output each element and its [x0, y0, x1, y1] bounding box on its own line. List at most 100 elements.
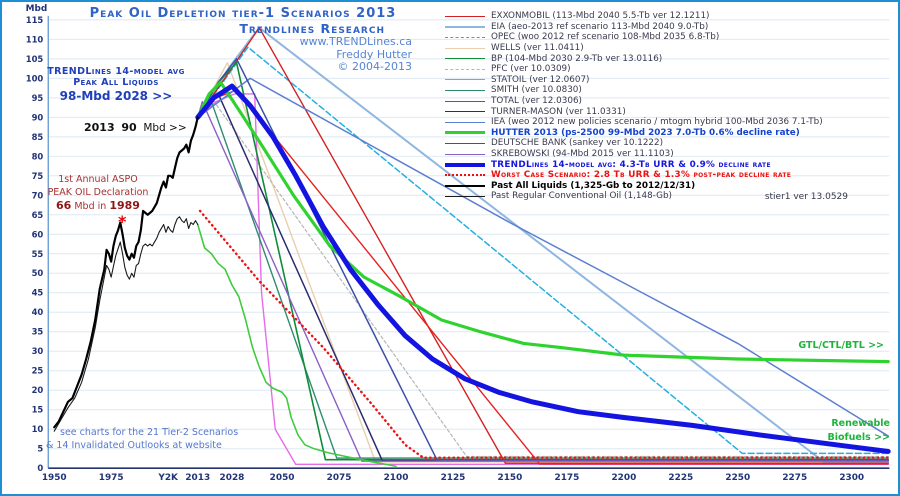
x-tick-label: 2050 — [270, 473, 295, 483]
legend-swatch-line — [445, 68, 485, 70]
y-tick-label: 10 — [32, 424, 44, 434]
legend-swatch-line — [445, 36, 485, 38]
legend-label: TOTAL (ver 12.0306) — [491, 96, 582, 107]
y-tick-label: 65 — [32, 210, 44, 220]
y-tick-label: 0 — [37, 463, 43, 473]
legend-label: PFC (ver 10.0309) — [491, 64, 571, 75]
y-tick-label: 80 — [32, 151, 44, 161]
y-tick-label: 35 — [32, 327, 44, 337]
legend-item-turner-mason: TURNER-MASON (ver 11.0331) — [445, 106, 823, 117]
y-tick-label: 60 — [32, 229, 44, 239]
legend-swatch-line — [445, 15, 485, 17]
legend-swatch-line — [445, 79, 485, 81]
x-tick-label: 2200 — [611, 473, 636, 483]
y-tick-label: 5 — [37, 444, 43, 454]
legend-swatch-line — [445, 195, 485, 197]
legend-label: HUTTER 2013 (ps-2500 99-Mbd 2023 7.0-Tb … — [491, 127, 800, 138]
series-worst-case-scenario — [198, 209, 890, 459]
legend-label: BP (104-Mbd 2030 2.9-Tb ver 13.0116) — [491, 53, 663, 64]
y-tick-label: 70 — [32, 190, 44, 200]
y-tick-label: 75 — [32, 171, 44, 181]
legend-item-statoil: STATOIL (ver 12.0607) — [445, 75, 823, 86]
legend-label: DEUTSCHE BANK (sankey ver 10.1222) — [491, 138, 664, 149]
x-tick-label: 1950 — [42, 473, 67, 483]
x-tick-label: 2100 — [384, 473, 409, 483]
y-tick-label: 100 — [26, 73, 44, 83]
legend-item-trendlines-14-model-avg: TRENDLines 14-model avg: 4.3-Tb URR & 0.… — [445, 159, 823, 170]
legend-item-past-regular-conventional-oil: Past Regular Conventional Oil (1,148-Gb) — [445, 191, 823, 202]
legend-swatch-line — [445, 47, 485, 49]
legend-label: TRENDLines 14-model avg: 4.3-Tb URR & 0.… — [491, 159, 771, 170]
x-tick-label: 2075 — [327, 473, 352, 483]
legend-label: SMITH (ver 10.0830) — [491, 85, 582, 96]
legend-label: Worst Case Scenario: 2.8 Tb URR & 1.3% p… — [491, 170, 792, 181]
legend-item-worst-case-scenario: Worst Case Scenario: 2.8 Tb URR & 1.3% p… — [445, 170, 823, 181]
y-tick-label: 25 — [32, 366, 44, 376]
y-tick-label: 15 — [32, 405, 44, 415]
y-tick-label: 20 — [32, 385, 44, 395]
legend-item-exxonmobil: EXXONMOBIL (113-Mbd 2040 5.5-Tb ver 12.1… — [445, 11, 823, 22]
legend-label: EIA (aeo-2013 ref scenario 113-Mbd 2040 … — [491, 21, 709, 32]
legend-item-iea: IEA (weo 2012 new policies scenario / mt… — [445, 117, 823, 128]
y-tick-label: 85 — [32, 132, 44, 142]
x-tick-label: Y2K — [157, 473, 179, 483]
legend-swatch-line — [445, 25, 485, 28]
y-tick-label: 40 — [32, 307, 44, 317]
legend-swatch-line — [445, 89, 485, 91]
series-iea — [197, 77, 889, 437]
legend: EXXONMOBIL (113-Mbd 2040 5.5-Tb ver 12.1… — [445, 11, 823, 202]
legend-label: STATOIL (ver 12.0607) — [491, 74, 590, 85]
legend-item-past-all-liquids: Past All Liquids (1,325-Gb to 2012/12/31… — [445, 181, 823, 192]
x-tick-label: 2225 — [668, 473, 693, 483]
legend-item-eia: EIA (aeo-2013 ref scenario 113-Mbd 2040 … — [445, 22, 823, 33]
series-past-regular-conventional-oil — [53, 216, 199, 432]
y-tick-label: 110 — [26, 34, 44, 44]
legend-swatch-line — [445, 111, 485, 113]
series-skrebowski — [197, 100, 889, 462]
legend-swatch-line — [445, 121, 485, 123]
legend-label: TURNER-MASON (ver 11.0331) — [491, 106, 626, 117]
legend-swatch-line — [445, 131, 485, 135]
series-past-all-liquids — [53, 116, 199, 429]
legend-label: SKREBOWSKI (94-Mbd 2015 ver 11.1103) — [491, 149, 674, 160]
x-tick-label: 2175 — [555, 473, 580, 483]
y-tick-label: 115 — [26, 15, 44, 25]
x-tick-label: 2028 — [220, 473, 245, 483]
legend-swatch-line — [445, 58, 485, 60]
legend-swatch-line — [445, 162, 485, 167]
y-tick-label: 95 — [32, 93, 44, 103]
y-tick-label: 30 — [32, 346, 44, 356]
legend-item-wells: WELLS (ver 11.0411) — [445, 43, 823, 54]
legend-item-skrebowski: SKREBOWSKI (94-Mbd 2015 ver 11.1103) — [445, 149, 823, 160]
legend-item-bp: BP (104-Mbd 2030 2.9-Tb ver 13.0116) — [445, 53, 823, 64]
legend-item-hutter-2013: HUTTER 2013 (ps-2500 99-Mbd 2023 7.0-Tb … — [445, 128, 823, 139]
x-tick-label: 2013 — [185, 473, 210, 483]
y-tick-label: 90 — [32, 112, 44, 122]
legend-item-deutsche-bank: DEUTSCHE BANK (sankey ver 10.1222) — [445, 138, 823, 149]
legend-item-opec: OPEC (woo 2012 ref scenario 108-Mbd 2035… — [445, 32, 823, 43]
legend-label: Past All Liquids (1,325-Gb to 2012/12/31… — [491, 180, 696, 191]
y-tick-label: 55 — [32, 249, 44, 259]
y-tick-label: 50 — [32, 268, 44, 278]
legend-label: Past Regular Conventional Oil (1,148-Gb) — [491, 191, 672, 202]
legend-label: IEA (weo 2012 new policies scenario / mt… — [491, 117, 823, 128]
x-tick-label: 2150 — [498, 473, 523, 483]
series-trendlines-14-model-avg — [195, 83, 891, 454]
x-tick-label: 1975 — [99, 473, 124, 483]
x-tick-label: 2275 — [782, 473, 807, 483]
series-opec — [197, 46, 889, 455]
legend-label: EXXONMOBIL (113-Mbd 2040 5.5-Tb ver 12.1… — [491, 11, 710, 22]
legend-label: OPEC (woo 2012 ref scenario 108-Mbd 2035… — [491, 32, 720, 43]
legend-swatch-line — [445, 184, 485, 187]
legend-swatch-line — [445, 153, 485, 155]
series-hutter-2013 — [196, 80, 890, 364]
y-tick-label: 105 — [26, 54, 44, 64]
y-tick-label: 45 — [32, 288, 44, 298]
legend-swatch-line — [445, 142, 485, 144]
x-tick-label: 2300 — [839, 473, 864, 483]
legend-swatch-line — [445, 100, 485, 102]
legend-item-smith: SMITH (ver 10.0830) — [445, 85, 823, 96]
series-regular-conventional-decline-unlabeled-green- — [196, 223, 397, 468]
